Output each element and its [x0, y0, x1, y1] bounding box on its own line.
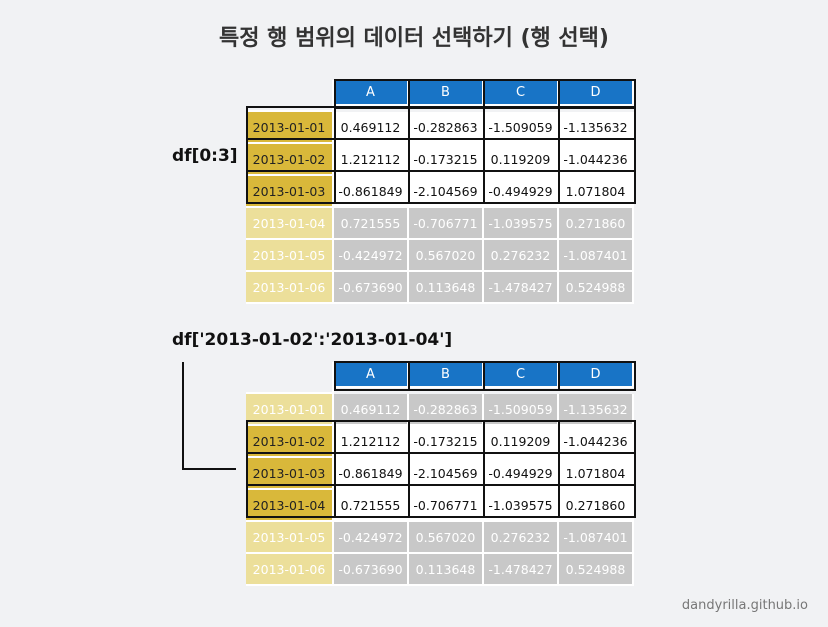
table-cell: -1.509059	[484, 394, 559, 426]
page-title: 특정 행 범위의 데이터 선택하기 (행 선택)	[219, 26, 609, 51]
table-cell: 0.721555	[334, 490, 409, 522]
table-cell: -0.673690	[334, 554, 409, 586]
table-cell: 0.119209	[484, 144, 559, 176]
header-corner	[246, 362, 334, 394]
table-cell: -0.861849	[334, 458, 409, 490]
row-index-label: 2013-01-06	[246, 272, 334, 304]
table-cell: -0.706771	[409, 208, 484, 240]
table-cell: -1.044236	[559, 144, 634, 176]
row-index-label: 2013-01-05	[246, 522, 334, 554]
table-cell: -0.706771	[409, 490, 484, 522]
column-header: A	[334, 362, 409, 388]
table-grid: A B C D 2013-01-01 0.469112 -0.282863 -1.509059…	[246, 80, 636, 304]
table-cell: -1.135632	[559, 394, 634, 426]
dataframe-table-1: A B C D 2013-01-01 0.469112 -0.282863 -1.509059…	[246, 79, 636, 304]
table-cell: -1.509059	[484, 112, 559, 144]
row-index-label: 2013-01-01	[246, 112, 334, 144]
table-cell: 0.113648	[409, 272, 484, 304]
column-header: B	[409, 362, 484, 388]
table-cell: 1.071804	[559, 176, 634, 208]
column-header: C	[484, 80, 559, 106]
row-index-label: 2013-01-02	[246, 144, 334, 176]
column-header: B	[409, 80, 484, 106]
row-index-label: 2013-01-04	[246, 208, 334, 240]
table-cell: 0.276232	[484, 240, 559, 272]
header-corner	[246, 80, 334, 112]
table-cell: 0.469112	[334, 394, 409, 426]
table-cell: 0.271860	[559, 208, 634, 240]
code-label-slice-int: df[0:3]	[172, 146, 238, 166]
table-cell: -1.087401	[559, 240, 634, 272]
bracket-vertical-line	[182, 362, 184, 470]
table-cell: 0.524988	[559, 554, 634, 586]
table-cell: 1.071804	[559, 458, 634, 490]
row-index-label: 2013-01-03	[246, 458, 334, 490]
table-cell: -0.424972	[334, 240, 409, 272]
table-cell: -1.478427	[484, 554, 559, 586]
table-cell: -0.494929	[484, 458, 559, 490]
table-grid: A B C D 2013-01-01 0.469112 -0.282863 -1.509059…	[246, 362, 636, 586]
table-cell: -2.104569	[409, 458, 484, 490]
table-cell: -1.044236	[559, 426, 634, 458]
table-cell: 0.469112	[334, 112, 409, 144]
column-header: D	[559, 362, 634, 388]
table-cell: -2.104569	[409, 176, 484, 208]
table-cell: 0.271860	[559, 490, 634, 522]
row-index-label: 2013-01-02	[246, 426, 334, 458]
table-cell: 1.212112	[334, 426, 409, 458]
table-cell: 0.119209	[484, 426, 559, 458]
table-cell: -1.039575	[484, 490, 559, 522]
dataframe-table-2: A B C D 2013-01-01 0.469112 -0.282863 -1.509059…	[246, 361, 636, 586]
column-header: D	[559, 80, 634, 106]
table-cell: -1.039575	[484, 208, 559, 240]
table-cell: 0.524988	[559, 272, 634, 304]
table-cell: -1.135632	[559, 112, 634, 144]
table-cell: -0.494929	[484, 176, 559, 208]
table-cell: -0.673690	[334, 272, 409, 304]
table-cell: 1.212112	[334, 144, 409, 176]
row-index-label: 2013-01-05	[246, 240, 334, 272]
table-cell: -1.087401	[559, 522, 634, 554]
code-label-slice-date: df['2013-01-02':'2013-01-04']	[172, 330, 453, 350]
table-cell: 0.567020	[409, 240, 484, 272]
table-cell: -0.173215	[409, 144, 484, 176]
footer-credit: dandyrilla.github.io	[681, 598, 808, 613]
table-cell: -0.424972	[334, 522, 409, 554]
table-cell: -0.861849	[334, 176, 409, 208]
table-cell: 0.721555	[334, 208, 409, 240]
column-header: C	[484, 362, 559, 388]
row-index-label: 2013-01-01	[246, 394, 334, 426]
table-cell: 0.567020	[409, 522, 484, 554]
table-cell: 0.276232	[484, 522, 559, 554]
table-cell: -0.282863	[409, 394, 484, 426]
table-cell: -0.173215	[409, 426, 484, 458]
row-index-label: 2013-01-04	[246, 490, 334, 522]
table-cell: -1.478427	[484, 272, 559, 304]
bracket-horizontal-line	[182, 468, 236, 470]
column-header: A	[334, 80, 409, 106]
table-cell: -0.282863	[409, 112, 484, 144]
row-index-label: 2013-01-03	[246, 176, 334, 208]
row-index-label: 2013-01-06	[246, 554, 334, 586]
table-cell: 0.113648	[409, 554, 484, 586]
